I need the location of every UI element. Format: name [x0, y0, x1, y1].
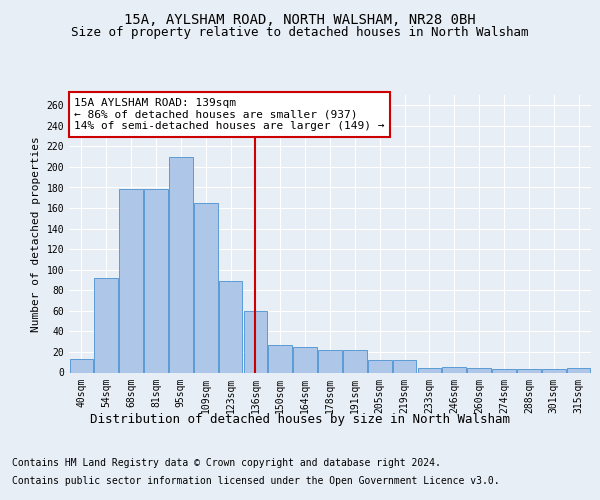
Text: 15A AYLSHAM ROAD: 139sqm
← 86% of detached houses are smaller (937)
14% of semi-: 15A AYLSHAM ROAD: 139sqm ← 86% of detach…	[74, 98, 385, 131]
Y-axis label: Number of detached properties: Number of detached properties	[31, 136, 41, 332]
Bar	[492, 370, 516, 372]
Bar	[542, 370, 566, 372]
Bar	[567, 368, 590, 372]
Text: 15A, AYLSHAM ROAD, NORTH WALSHAM, NR28 0BH: 15A, AYLSHAM ROAD, NORTH WALSHAM, NR28 0…	[124, 12, 476, 26]
Bar	[70, 359, 93, 372]
Text: Contains HM Land Registry data © Crown copyright and database right 2024.: Contains HM Land Registry data © Crown c…	[12, 458, 441, 468]
Bar	[144, 188, 168, 372]
Bar	[418, 368, 441, 372]
Bar	[368, 360, 392, 372]
Bar	[244, 311, 267, 372]
Bar	[393, 360, 416, 372]
Text: Size of property relative to detached houses in North Walsham: Size of property relative to detached ho…	[71, 26, 529, 39]
Bar	[169, 156, 193, 372]
Text: Distribution of detached houses by size in North Walsham: Distribution of detached houses by size …	[90, 412, 510, 426]
Bar	[517, 370, 541, 372]
Text: Contains public sector information licensed under the Open Government Licence v3: Contains public sector information licen…	[12, 476, 500, 486]
Bar	[268, 345, 292, 372]
Bar	[119, 188, 143, 372]
Bar	[343, 350, 367, 372]
Bar	[318, 350, 342, 372]
Bar	[467, 368, 491, 372]
Bar	[194, 203, 218, 372]
Bar	[219, 281, 242, 372]
Bar	[442, 368, 466, 372]
Bar	[94, 278, 118, 372]
Bar	[293, 347, 317, 372]
